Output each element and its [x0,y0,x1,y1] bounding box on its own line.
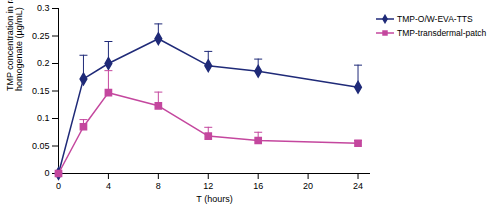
svg-text:T (hours): T (hours) [196,194,232,204]
svg-text:0: 0 [56,181,61,191]
svg-text:8: 8 [156,181,161,191]
svg-text:0.1: 0.1 [37,113,50,123]
html-text:TMP-O/W-EVA-TTS: TMP-O/W-EVA-TTS [397,14,473,24]
svg-text:TMP concentration in rat brain: TMP concentration in rat brainhomogenate… [5,0,24,91]
svg-text:0: 0 [44,168,49,178]
svg-text:16: 16 [253,181,263,191]
svg-text:12: 12 [203,181,213,191]
html-text:TMP-transdermal-patch: TMP-transdermal-patch [397,28,487,38]
svg-text:24: 24 [353,181,363,191]
svg-text:0.2: 0.2 [37,58,50,68]
svg-text:0.05: 0.05 [32,141,50,151]
svg-text:20: 20 [303,181,313,191]
svg-text:0.25: 0.25 [32,31,50,41]
svg-text:0.15: 0.15 [32,86,50,96]
svg-text:4: 4 [106,181,111,191]
svg-text:0.3: 0.3 [37,3,50,13]
